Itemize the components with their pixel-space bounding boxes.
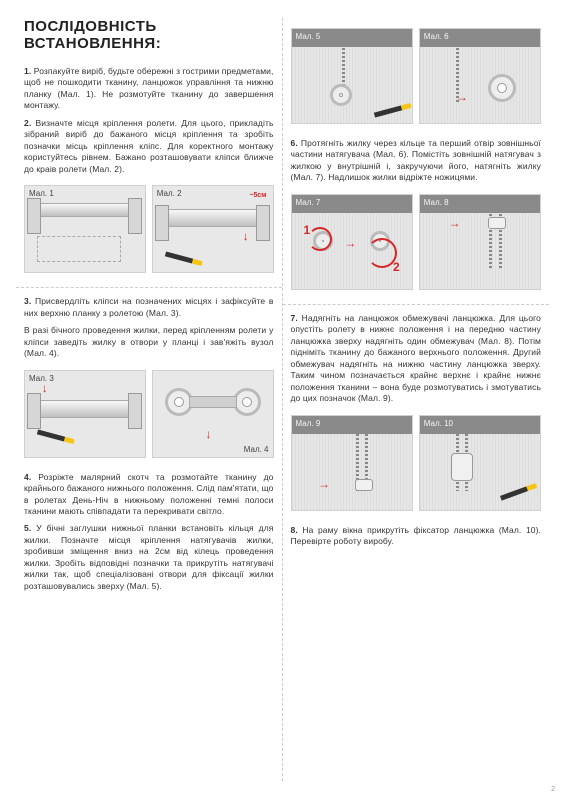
step-7: 7. Надягніть на ланцюжок обмежувачі ланц… (291, 313, 542, 405)
figure-9: Мал. 9 → (291, 415, 413, 511)
arrow-icon: ↓ (42, 381, 48, 395)
arrow-icon: ↓ (243, 229, 249, 243)
figure-2: Мал. 2 ~5см ↓ (152, 185, 274, 273)
section-divider (283, 304, 550, 305)
figure-5: Мал. 5 (291, 28, 413, 124)
step-6: 6. Протягніть жилку через кільце та перш… (291, 138, 542, 184)
figure-10: Мал. 10 (419, 415, 541, 511)
left-column: ПОСЛІДОВНІСТЬ ВСТАНОВЛЕННЯ: 1. Розпакуйт… (16, 18, 283, 781)
right-column: Мал. 5 Мал. 6 → 6. Протягніть жилку чере… (283, 18, 550, 781)
rotation-label: 2 (393, 260, 400, 274)
page-grid: ПОСЛІДОВНІСТЬ ВСТАНОВЛЕННЯ: 1. Розпакуйт… (0, 0, 565, 799)
figure-6: Мал. 6 → (419, 28, 541, 124)
figure-row-9-10: Мал. 9 → Мал. 10 (291, 415, 542, 511)
page-number: 2 (551, 786, 555, 793)
figure-row-7-8: Мал. 7 1 2 → Мал. 8 (291, 194, 542, 290)
figure-row-5-6: Мал. 5 Мал. 6 → (291, 28, 542, 124)
arrow-icon: → (449, 216, 461, 230)
step-8: 8. На раму вікна прикрутіть фіксатор лан… (291, 525, 542, 548)
arrow-icon: → (456, 90, 468, 104)
arrow-icon: → (344, 236, 356, 250)
step-3b: В разі бічного проведення жилки, перед к… (24, 325, 274, 359)
step-4: 4. Розріжте малярний скотч та розмотайте… (24, 472, 274, 518)
figure-3: Мал. 3 ↓ (24, 370, 146, 458)
rotation-label: 1 (304, 223, 311, 237)
rotate-icon (308, 227, 332, 251)
page-title: ПОСЛІДОВНІСТЬ ВСТАНОВЛЕННЯ: (24, 18, 274, 52)
step-2: 2. Визначте місця кріплення ролети. Для … (24, 118, 274, 175)
arrow-icon: → (318, 477, 330, 491)
figure-4: Мал. 4 ↓ (152, 370, 274, 458)
figure-7: Мал. 7 1 2 → (291, 194, 413, 290)
step-1: 1. Розпакуйте виріб, будьте обережні з г… (24, 66, 274, 112)
figure-1: Мал. 1 (24, 185, 146, 273)
dimension-label: ~5см (249, 192, 266, 199)
figure-8: Мал. 8 → (419, 194, 541, 290)
step-5: 5. У бічні заглушки нижньої планки встан… (24, 523, 274, 592)
step-3: 3. Присвердліть кліпси на позначених міс… (24, 296, 274, 319)
figure-row-1-2: Мал. 1 Мал. 2 ~5см ↓ (24, 185, 274, 273)
figure-row-3-4: Мал. 3 ↓ Мал. 4 ↓ (24, 370, 274, 458)
section-divider (16, 287, 282, 288)
arrow-icon: ↓ (205, 427, 211, 441)
